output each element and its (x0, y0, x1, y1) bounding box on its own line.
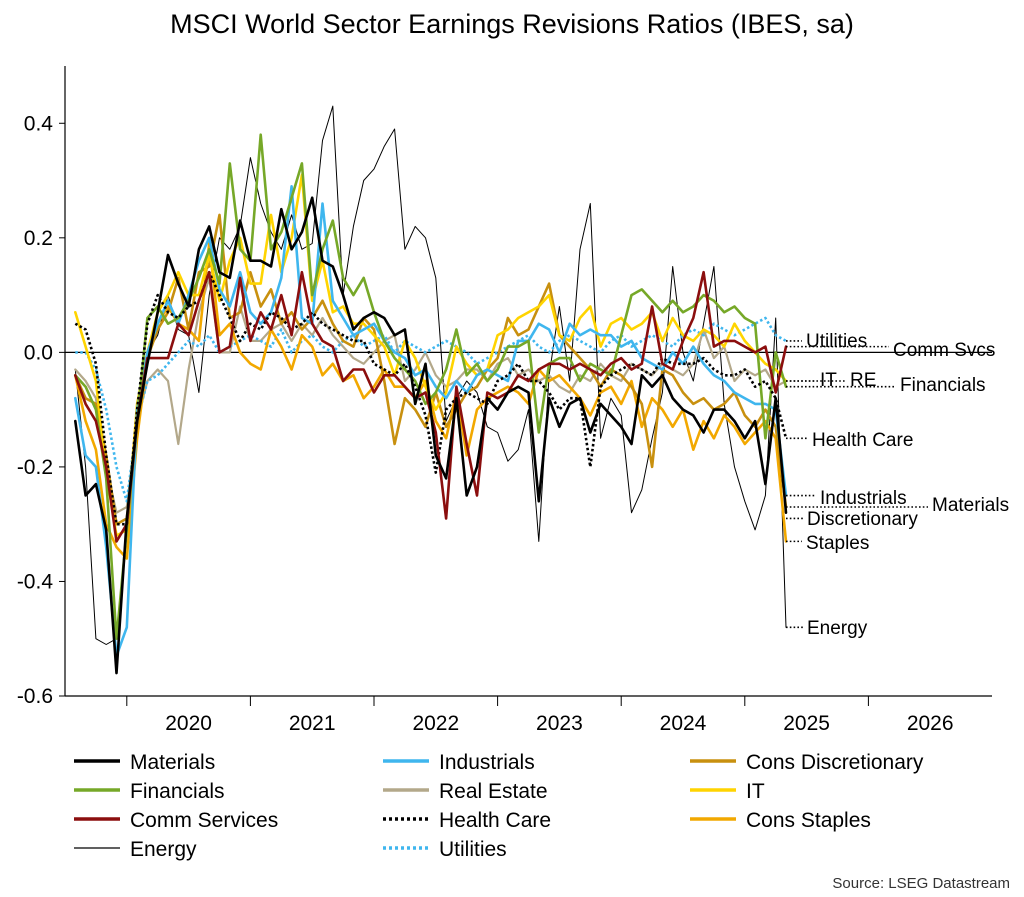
legend-label: Energy (130, 838, 197, 861)
end-label: RE (850, 370, 876, 391)
x-tick-label: 2023 (536, 712, 583, 735)
series-layer (74, 105, 788, 675)
source-note: Source: LSEG Datastream (832, 875, 1010, 892)
legend-label: Financials (130, 780, 225, 803)
end-label: Health Care (812, 430, 913, 451)
legend-label: Comm Services (130, 809, 278, 832)
end-label: Utilities (806, 331, 867, 352)
legend-label: Utilities (439, 838, 507, 861)
legend-label: IT (746, 780, 765, 803)
series-line-cons-discretionary (74, 213, 788, 526)
legend-label: Materials (130, 751, 215, 774)
series-line-materials (74, 196, 788, 675)
legend-label: Health Care (439, 809, 551, 832)
y-tick-label: 0.4 (24, 112, 54, 135)
end-label: Industrials (820, 488, 907, 509)
legend-label: Cons Discretionary (746, 751, 924, 774)
x-tick-label: 2021 (289, 712, 336, 735)
series-line-energy (74, 105, 787, 645)
end-label: Financials (900, 375, 986, 396)
x-tick-label: 2024 (660, 712, 707, 735)
end-label: Staples (806, 533, 869, 554)
y-tick-label: -0.4 (17, 570, 54, 593)
chart-title: MSCI World Sector Earnings Revisions Rat… (170, 9, 854, 39)
y-tick-label: -0.6 (17, 685, 53, 708)
y-tick-label: 0.0 (24, 341, 53, 364)
legend-label: Industrials (439, 751, 535, 774)
x-tick-label: 2025 (783, 712, 830, 735)
end-label: Comm Svcs (893, 340, 995, 361)
legend-label: Cons Staples (746, 809, 871, 832)
chart-legend: Materials Financials Comm Services Energy In… (74, 751, 924, 861)
end-label: Discretionary (807, 509, 918, 530)
series-line-it (74, 173, 788, 537)
series-line-utilities (75, 316, 787, 503)
end-label: Energy (807, 618, 868, 639)
x-tick-label: 2026 (907, 712, 954, 735)
y-tick-label: -0.2 (17, 456, 53, 479)
legend-label: Real Estate (439, 780, 548, 803)
y-tick-label: 0.2 (24, 227, 53, 250)
end-label: Materials (932, 495, 1009, 516)
x-tick-label: 2020 (165, 712, 212, 735)
x-tick-label: 2022 (412, 712, 459, 735)
